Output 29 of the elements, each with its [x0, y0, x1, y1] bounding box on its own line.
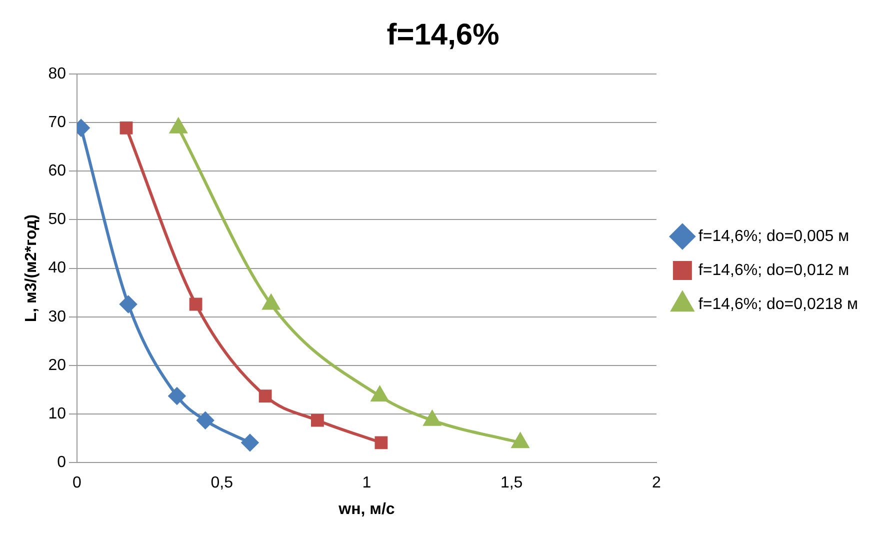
x-tick-label: 0,5	[210, 474, 234, 492]
legend-label: f=14,6%; do=0,005 м	[698, 228, 850, 245]
point	[258, 390, 272, 402]
y-tick-label: 30	[48, 308, 66, 326]
point	[311, 414, 324, 427]
x-tick-label: 1,5	[500, 474, 523, 492]
point	[168, 388, 186, 405]
x-axis-title: wн, м/с	[338, 500, 395, 518]
x-tick-label: 2	[652, 474, 661, 492]
y-tick-label: 0	[57, 454, 66, 472]
point	[189, 298, 202, 311]
y-tick-label: 50	[48, 211, 66, 228]
point	[120, 121, 133, 134]
y-tick-label: 80	[48, 65, 66, 82]
point	[120, 296, 137, 313]
point	[241, 434, 258, 452]
y-axis-title: L, м3/(м2*год)	[23, 214, 40, 322]
point	[374, 436, 388, 450]
legend-label: f=14,6%; do=0,0218 м	[698, 296, 858, 313]
legend-label: f=14,6%; do=0,012 м	[698, 262, 850, 279]
x-tick-label: 0	[72, 474, 82, 492]
y-tick-label: 10	[48, 405, 66, 422]
point	[196, 412, 214, 429]
x-tick-label: 1	[362, 474, 372, 492]
y-tick-label: 60	[48, 162, 66, 180]
y-tick-label: 70	[48, 114, 66, 131]
y-tick-label: 20	[48, 356, 66, 374]
y-tick-label: 40	[48, 260, 66, 277]
chart-title: f=14,6%	[386, 18, 500, 52]
